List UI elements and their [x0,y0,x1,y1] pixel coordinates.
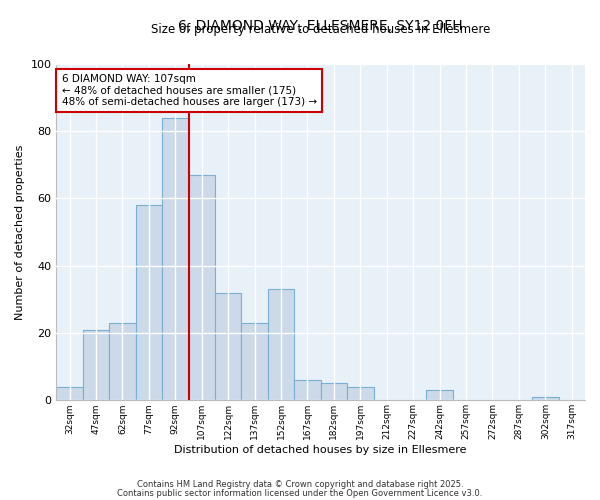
Title: Size of property relative to detached houses in Ellesmere: Size of property relative to detached ho… [151,23,490,36]
Bar [188,174,215,400]
Bar [56,387,83,400]
Bar [294,380,321,400]
Text: 6, DIAMOND WAY, ELLESMERE, SY12 0FH: 6, DIAMOND WAY, ELLESMERE, SY12 0FH [178,20,463,34]
Text: 6 DIAMOND WAY: 107sqm
← 48% of detached houses are smaller (175)
48% of semi-det: 6 DIAMOND WAY: 107sqm ← 48% of detached … [62,74,317,107]
Bar [162,118,188,401]
Bar [241,323,268,400]
Bar [321,384,347,400]
Text: Contains public sector information licensed under the Open Government Licence v3: Contains public sector information licen… [118,488,482,498]
Bar [427,390,453,400]
Bar [347,387,374,400]
Bar [268,289,294,401]
Bar [109,323,136,400]
Text: Contains HM Land Registry data © Crown copyright and database right 2025.: Contains HM Land Registry data © Crown c… [137,480,463,489]
Bar [136,205,162,400]
X-axis label: Distribution of detached houses by size in Ellesmere: Distribution of detached houses by size … [175,445,467,455]
Bar [532,397,559,400]
Bar [83,330,109,400]
Y-axis label: Number of detached properties: Number of detached properties [15,144,25,320]
Bar [215,292,241,401]
